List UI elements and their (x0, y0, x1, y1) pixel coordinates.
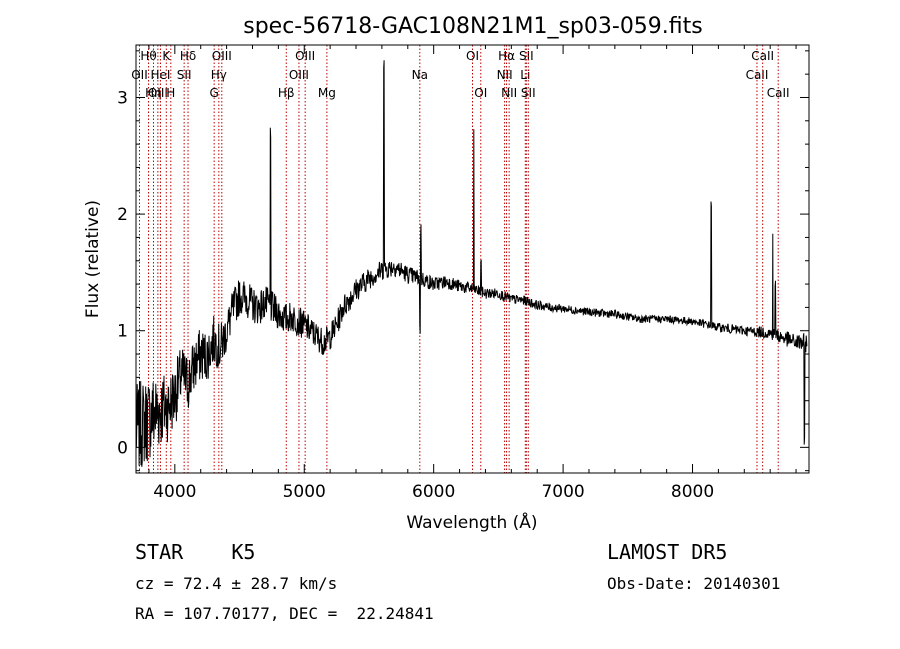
line-marker-label: H (166, 86, 175, 100)
line-marker-label: Hα (498, 49, 515, 63)
line-marker-label: HeI (150, 68, 170, 82)
line-marker-label: Hβ (278, 86, 295, 100)
redshift-velocity: cz = 72.4 ± 28.7 km/s (135, 574, 338, 593)
object-class: STAR K5 (135, 540, 256, 564)
y-axis-label: Flux (relative) (83, 200, 103, 318)
line-marker-label: CaII (746, 68, 769, 82)
line-marker-label: SII (521, 86, 536, 100)
x-tick-label: 7000 (541, 482, 584, 502)
y-tick-label: 0 (117, 438, 128, 458)
line-marker-label: CaII (767, 86, 790, 100)
line-marker-label: OI (474, 86, 487, 100)
line-marker-label: NII (497, 68, 513, 82)
line-marker-label: SII (519, 49, 534, 63)
line-marker-label: G (210, 86, 219, 100)
y-tick-label: 2 (117, 205, 128, 225)
line-marker-label: Hη (145, 86, 162, 100)
x-tick-label: 4000 (153, 482, 196, 502)
y-tick-label: 3 (117, 88, 128, 108)
line-marker-label: OIII (295, 49, 315, 63)
x-tick-label: 6000 (412, 482, 455, 502)
x-axis-label: Wavelength (Å) (406, 511, 537, 533)
axis-ticks: 4000 5000 6000 7000 8000 0 1 2 3 (117, 45, 809, 502)
line-marker-label: Li (520, 68, 530, 82)
line-marker-label: K (162, 49, 171, 63)
line-marker-label: OI (466, 49, 479, 63)
chart-title: spec-56718-GAC108N21M1_sp03-059.fits (243, 14, 703, 39)
line-marker-label: OIII (289, 68, 309, 82)
y-tick-label: 1 (117, 322, 128, 342)
x-tick-label: 8000 (671, 482, 714, 502)
line-marker-label: OIII (212, 49, 232, 63)
line-markers: HθOIIHηOIIIHeIKHSIIHδGHγOIIIHβOIIIOIIIMg… (131, 45, 790, 473)
line-marker-label: Hθ (140, 49, 156, 63)
line-marker-label: Mg (318, 86, 336, 100)
observation-date: Obs-Date: 20140301 (607, 574, 781, 593)
line-marker-label: SII (177, 68, 192, 82)
x-tick-label: 5000 (283, 482, 326, 502)
line-marker-label: Hγ (211, 68, 227, 82)
line-marker-label: Hδ (180, 49, 196, 63)
survey-name: LAMOST DR5 (607, 540, 728, 564)
line-marker-label: OIII (148, 86, 168, 100)
coordinates: RA = 107.70177, DEC = 22.24841 (135, 604, 434, 623)
line-marker-label: CaII (751, 49, 774, 63)
plot-frame (135, 44, 810, 474)
line-marker-label: Na (412, 68, 428, 82)
line-marker-label: OII (131, 68, 148, 82)
spectrum-line (135, 60, 808, 467)
line-marker-label: NII (501, 86, 517, 100)
